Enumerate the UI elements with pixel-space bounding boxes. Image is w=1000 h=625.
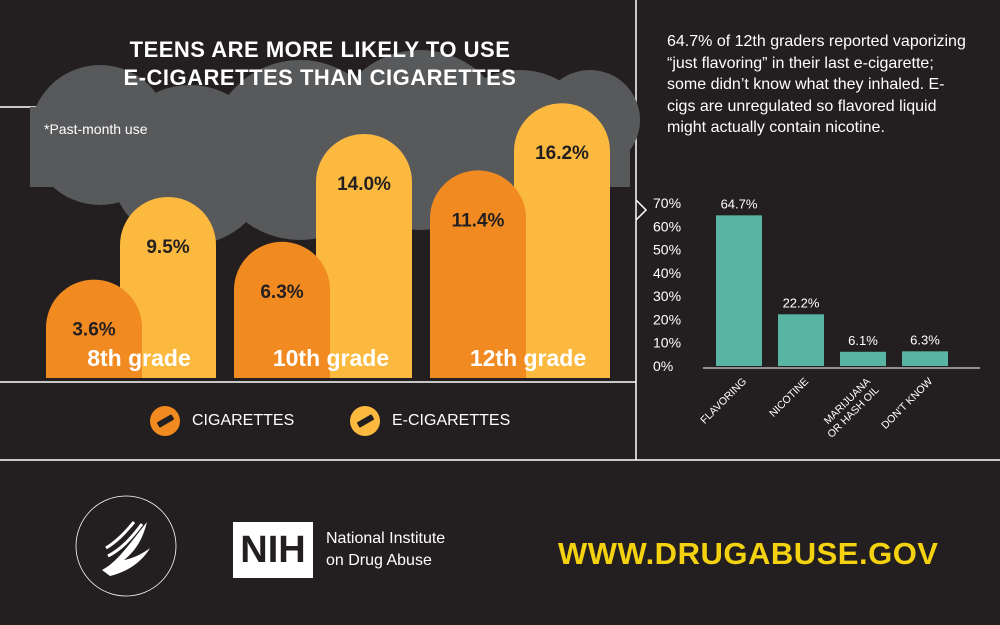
cigarettes-value-label-3: 11.4% xyxy=(452,210,505,231)
y-tick-label: 10% xyxy=(653,335,681,351)
y-tick-label: 40% xyxy=(653,265,681,281)
y-tick-label: 20% xyxy=(653,311,681,327)
reason-category-label-1: FLAVORING xyxy=(698,376,749,427)
reasons-chart: 70% 60% 50% 40% 30% 20% 10% 0% 64.7% FLAVORING 22.… xyxy=(653,195,980,440)
institute-line2: on Drug Abuse xyxy=(326,552,432,569)
hhs-seal-logo xyxy=(75,495,177,597)
y-tick-label: 70% xyxy=(653,195,681,211)
reason-bar-2 xyxy=(778,314,824,366)
ecigarettes-value-label-2: 14.0% xyxy=(337,174,391,195)
reason-bar-4 xyxy=(902,351,948,366)
reason-value-label-3: 6.1% xyxy=(848,333,878,348)
grade-chart: 9.5% 3.6% 8th grade 14.0% 6.3% 10th grade 16.2… xyxy=(46,103,610,378)
chart-title: TEENS ARE MORE LIKELY TO USE E-CIGARETTE… xyxy=(60,36,580,92)
cigarettes-bar-1 xyxy=(46,279,142,378)
legend-cigarettes: CIGARETTES xyxy=(150,406,294,436)
cigarettes-value-label-2: 6.3% xyxy=(260,282,303,303)
nih-logo: NIH xyxy=(233,522,313,578)
reason-category-label-2: NICOTINE xyxy=(767,376,811,420)
cigarettes-value-label-1: 3.6% xyxy=(72,320,115,341)
grade-label-3: 12th grade xyxy=(470,345,586,371)
legend-cigarettes-label: CIGARETTES xyxy=(192,412,295,429)
chart-title-line1: TEENS ARE MORE LIKELY TO USE xyxy=(129,37,511,62)
ecigarettes-bar-3 xyxy=(514,103,610,378)
reason-category-label-3: MARIJUANAOR HASH OIL xyxy=(817,376,882,441)
chart-title-line2: E-CIGARETTES THAN CIGARETTES xyxy=(123,65,517,90)
past-month-note: *Past-month use xyxy=(44,121,148,137)
ecigarettes-bar-1 xyxy=(120,197,216,378)
legend-ecigarettes: E-CIGARETTES xyxy=(350,406,510,436)
side-description: 64.7% of 12th graders reported vaporizin… xyxy=(667,33,966,136)
website-url[interactable]: WWW.DRUGABUSE.GOV xyxy=(558,536,939,571)
institute-name: National Institute on Drug Abuse xyxy=(326,528,445,572)
y-tick-label: 50% xyxy=(653,242,681,258)
cigarettes-bar-3 xyxy=(430,170,526,378)
ecigarettes-value-label-1: 9.5% xyxy=(146,237,189,258)
legend-ecigarettes-label: E-CIGARETTES xyxy=(392,412,511,429)
reason-bar-3 xyxy=(840,351,886,366)
cigarettes-bar-2 xyxy=(234,241,330,378)
reason-value-label-1: 64.7% xyxy=(721,196,758,211)
y-tick-label: 0% xyxy=(653,358,673,374)
reason-value-label-2: 22.2% xyxy=(783,295,820,310)
reason-bar-1 xyxy=(716,215,762,366)
grade-label-2: 10th grade xyxy=(273,345,389,371)
ecigarettes-value-label-3: 16.2% xyxy=(535,143,589,164)
reason-value-label-4: 6.3% xyxy=(910,332,940,347)
reason-category-label-4: DON'T KNOW xyxy=(879,376,935,432)
ecigarette-icon xyxy=(350,406,380,436)
ecigarettes-bar-2 xyxy=(316,134,412,378)
institute-line1: National Institute xyxy=(326,530,446,547)
y-tick-label: 60% xyxy=(653,218,681,234)
cigarette-icon xyxy=(150,406,180,436)
grade-label-1: 8th grade xyxy=(87,345,191,371)
y-tick-label: 30% xyxy=(653,288,681,304)
pointer-arrow xyxy=(635,199,648,221)
